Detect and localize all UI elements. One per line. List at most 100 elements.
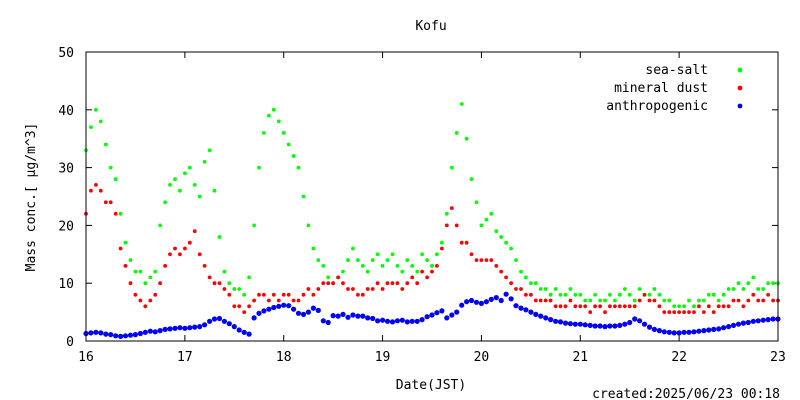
data-point bbox=[420, 252, 424, 257]
data-point bbox=[494, 229, 499, 234]
data-point bbox=[301, 292, 306, 297]
data-point bbox=[760, 317, 766, 323]
data-point bbox=[484, 258, 489, 262]
data-point bbox=[247, 304, 252, 309]
data-point bbox=[430, 264, 434, 268]
data-point bbox=[222, 287, 227, 291]
data-point bbox=[528, 309, 534, 315]
data-point bbox=[730, 322, 737, 328]
data-point bbox=[197, 194, 202, 199]
data-point bbox=[222, 269, 227, 274]
data-point bbox=[148, 275, 153, 280]
data-point bbox=[271, 304, 277, 311]
x-tick-label: 22 bbox=[671, 350, 687, 365]
data-point bbox=[167, 326, 173, 332]
data-point bbox=[489, 258, 494, 262]
data-point bbox=[745, 319, 751, 326]
data-point bbox=[573, 304, 578, 309]
data-point bbox=[321, 264, 326, 268]
y-tick-label: 40 bbox=[58, 104, 74, 119]
data-point bbox=[692, 310, 696, 314]
data-point bbox=[641, 321, 648, 327]
data-point bbox=[242, 292, 247, 297]
data-point bbox=[518, 305, 524, 311]
data-point bbox=[276, 303, 282, 309]
data-point bbox=[612, 323, 618, 329]
data-point bbox=[597, 323, 603, 329]
data-point bbox=[489, 211, 494, 216]
data-point bbox=[286, 303, 292, 309]
data-point bbox=[765, 317, 771, 323]
data-point bbox=[617, 304, 622, 309]
data-point bbox=[197, 252, 202, 257]
data-point bbox=[425, 258, 429, 262]
data-point bbox=[365, 269, 370, 274]
data-point bbox=[558, 292, 563, 297]
data-point bbox=[276, 298, 281, 303]
data-point bbox=[148, 298, 153, 303]
data-point bbox=[449, 312, 455, 318]
data-point bbox=[583, 304, 588, 309]
data-point bbox=[637, 298, 642, 303]
data-point bbox=[529, 292, 533, 297]
data-point bbox=[499, 269, 504, 274]
data-point bbox=[568, 287, 573, 291]
data-point bbox=[687, 310, 691, 314]
data-point bbox=[553, 318, 559, 324]
data-point bbox=[430, 269, 434, 274]
data-point bbox=[207, 275, 212, 280]
data-point bbox=[207, 318, 213, 324]
legend-label: anthropogenic bbox=[606, 99, 708, 114]
data-point bbox=[498, 297, 504, 304]
data-point bbox=[682, 310, 686, 314]
data-point bbox=[756, 298, 761, 303]
data-point bbox=[533, 298, 538, 303]
data-point bbox=[162, 326, 168, 332]
data-point bbox=[133, 269, 138, 274]
data-point bbox=[746, 298, 751, 303]
data-point bbox=[216, 315, 223, 322]
data-point bbox=[553, 304, 558, 309]
data-point bbox=[183, 171, 187, 176]
x-tick-label: 19 bbox=[375, 350, 391, 365]
data-point bbox=[98, 119, 103, 124]
data-point bbox=[632, 316, 638, 322]
data-point bbox=[346, 258, 350, 262]
data-point bbox=[271, 107, 276, 112]
data-point bbox=[702, 310, 706, 314]
data-point bbox=[672, 310, 677, 314]
data-point bbox=[326, 275, 331, 280]
data-point bbox=[163, 264, 168, 268]
data-point bbox=[508, 296, 514, 302]
x-axis-label: Date(JST) bbox=[396, 378, 466, 393]
data-point bbox=[682, 304, 686, 309]
data-point bbox=[261, 308, 267, 314]
data-point bbox=[449, 206, 454, 211]
data-point bbox=[330, 313, 336, 319]
data-point bbox=[562, 320, 569, 326]
data-point bbox=[370, 287, 375, 291]
data-point bbox=[217, 281, 222, 286]
data-point bbox=[400, 287, 405, 291]
data-point bbox=[538, 298, 543, 303]
data-point bbox=[676, 330, 682, 336]
data-point bbox=[474, 200, 479, 205]
data-point bbox=[538, 287, 543, 291]
data-point bbox=[122, 333, 129, 339]
data-point bbox=[360, 292, 365, 297]
data-point bbox=[726, 287, 731, 291]
data-point bbox=[384, 318, 391, 324]
data-point bbox=[325, 319, 331, 326]
data-point bbox=[385, 281, 390, 286]
data-point bbox=[509, 246, 513, 251]
data-point bbox=[524, 292, 528, 297]
data-point bbox=[666, 329, 672, 335]
chart-title: Kofu bbox=[415, 19, 446, 34]
data-point bbox=[741, 287, 746, 291]
data-point bbox=[108, 332, 114, 338]
data-point bbox=[227, 281, 232, 286]
data-point bbox=[687, 298, 691, 303]
data-point bbox=[483, 299, 489, 305]
data-point bbox=[300, 311, 307, 317]
